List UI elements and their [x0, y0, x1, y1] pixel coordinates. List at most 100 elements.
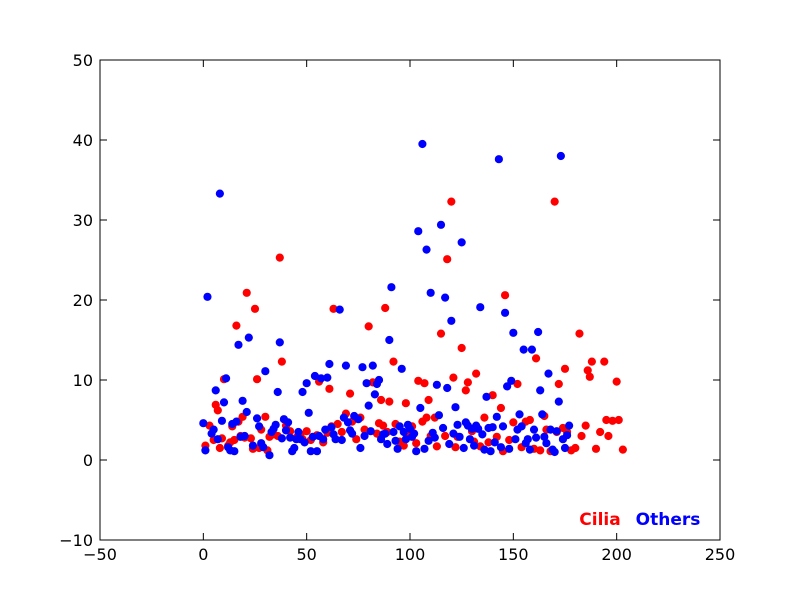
legend-label-cilia: Cilia [579, 510, 620, 530]
point-cilia-58 [379, 421, 388, 430]
point-cilia-69 [412, 439, 421, 448]
point-others-118 [455, 432, 464, 441]
point-others-119 [457, 238, 466, 247]
point-others-70 [356, 443, 365, 453]
point-others-141 [503, 382, 512, 391]
point-others-166 [554, 397, 563, 406]
legend: Cilia Others [579, 510, 700, 530]
point-others-31 [271, 420, 280, 429]
point-others-131 [482, 392, 491, 401]
point-others-100 [418, 139, 427, 149]
point-cilia-125 [591, 444, 601, 453]
point-cilia-36 [302, 427, 311, 436]
point-others-129 [478, 430, 487, 439]
point-others-165 [552, 427, 561, 436]
point-others-135 [490, 438, 499, 447]
point-cilia-132 [614, 415, 623, 425]
point-others-76 [368, 361, 377, 370]
point-others-14 [230, 447, 239, 456]
point-cilia-77 [432, 442, 441, 451]
series-others [199, 139, 574, 460]
point-cilia-79 [441, 431, 450, 441]
point-cilia-74 [424, 395, 433, 405]
point-others-16 [234, 340, 243, 349]
point-others-33 [275, 338, 284, 347]
point-others-117 [453, 420, 462, 429]
point-others-73 [362, 379, 371, 388]
y-tick-label: 20 [73, 291, 93, 310]
point-others-65 [343, 418, 353, 427]
point-cilia-86 [461, 386, 470, 395]
point-others-143 [507, 376, 516, 385]
x-tick-label: 200 [601, 545, 632, 564]
point-others-37 [283, 418, 293, 427]
point-cilia-111 [550, 197, 559, 206]
point-others-164 [550, 447, 559, 457]
point-others-86 [389, 427, 398, 437]
point-cilia-98 [500, 291, 510, 300]
point-others-28 [265, 451, 274, 460]
y-tick-label: 50 [73, 51, 93, 70]
point-cilia-30 [277, 357, 286, 366]
point-others-103 [424, 436, 433, 445]
point-others-157 [536, 386, 545, 395]
point-others-54 [319, 435, 328, 444]
point-cilia-21 [252, 375, 262, 384]
point-others-169 [560, 443, 570, 453]
point-cilia-42 [325, 384, 334, 393]
point-others-99 [416, 403, 425, 413]
point-others-34 [277, 434, 286, 443]
point-others-115 [449, 429, 458, 438]
point-others-15 [232, 417, 241, 426]
point-others-47 [304, 408, 313, 417]
point-cilia-29 [275, 253, 284, 262]
point-others-77 [370, 390, 379, 399]
point-cilia-129 [604, 431, 613, 441]
point-others-160 [542, 439, 551, 448]
point-cilia-82 [449, 373, 458, 382]
point-cilia-81 [447, 197, 456, 206]
points-layer [199, 139, 627, 460]
point-others-133 [486, 447, 495, 456]
point-others-120 [459, 443, 468, 453]
point-cilia-106 [531, 354, 541, 363]
point-others-112 [443, 383, 452, 393]
point-others-90 [397, 364, 406, 373]
point-others-21 [244, 333, 253, 342]
point-others-85 [387, 283, 396, 292]
point-cilia-80 [443, 255, 452, 264]
y-tick-label: 40 [73, 131, 93, 150]
point-cilia-5 [215, 443, 224, 453]
point-others-27 [261, 367, 270, 376]
point-others-111 [441, 293, 450, 302]
point-others-140 [500, 308, 510, 317]
point-others-154 [529, 425, 539, 434]
point-others-127 [474, 424, 483, 433]
point-others-128 [476, 303, 485, 312]
point-others-72 [360, 431, 369, 441]
point-others-69 [354, 415, 363, 424]
point-cilia-66 [401, 399, 410, 408]
point-others-152 [525, 445, 534, 454]
point-others-45 [300, 438, 309, 447]
point-others-40 [290, 443, 299, 453]
point-others-125 [469, 441, 479, 450]
point-others-51 [312, 447, 322, 456]
point-others-44 [298, 387, 307, 397]
point-others-145 [511, 435, 520, 444]
legend-label-others: Others [636, 510, 701, 530]
point-others-113 [445, 439, 454, 449]
point-cilia-59 [381, 303, 390, 313]
y-tick-label: 10 [73, 371, 93, 390]
point-others-147 [515, 410, 524, 419]
point-others-97 [412, 447, 421, 456]
x-tick-label: 250 [705, 545, 736, 564]
point-others-116 [451, 403, 460, 412]
point-cilia-87 [463, 378, 472, 387]
point-others-170 [562, 431, 572, 440]
point-cilia-85 [457, 343, 466, 353]
point-cilia-131 [612, 377, 621, 386]
point-others-161 [544, 369, 553, 378]
point-cilia-115 [560, 364, 570, 373]
point-others-167 [556, 151, 565, 161]
